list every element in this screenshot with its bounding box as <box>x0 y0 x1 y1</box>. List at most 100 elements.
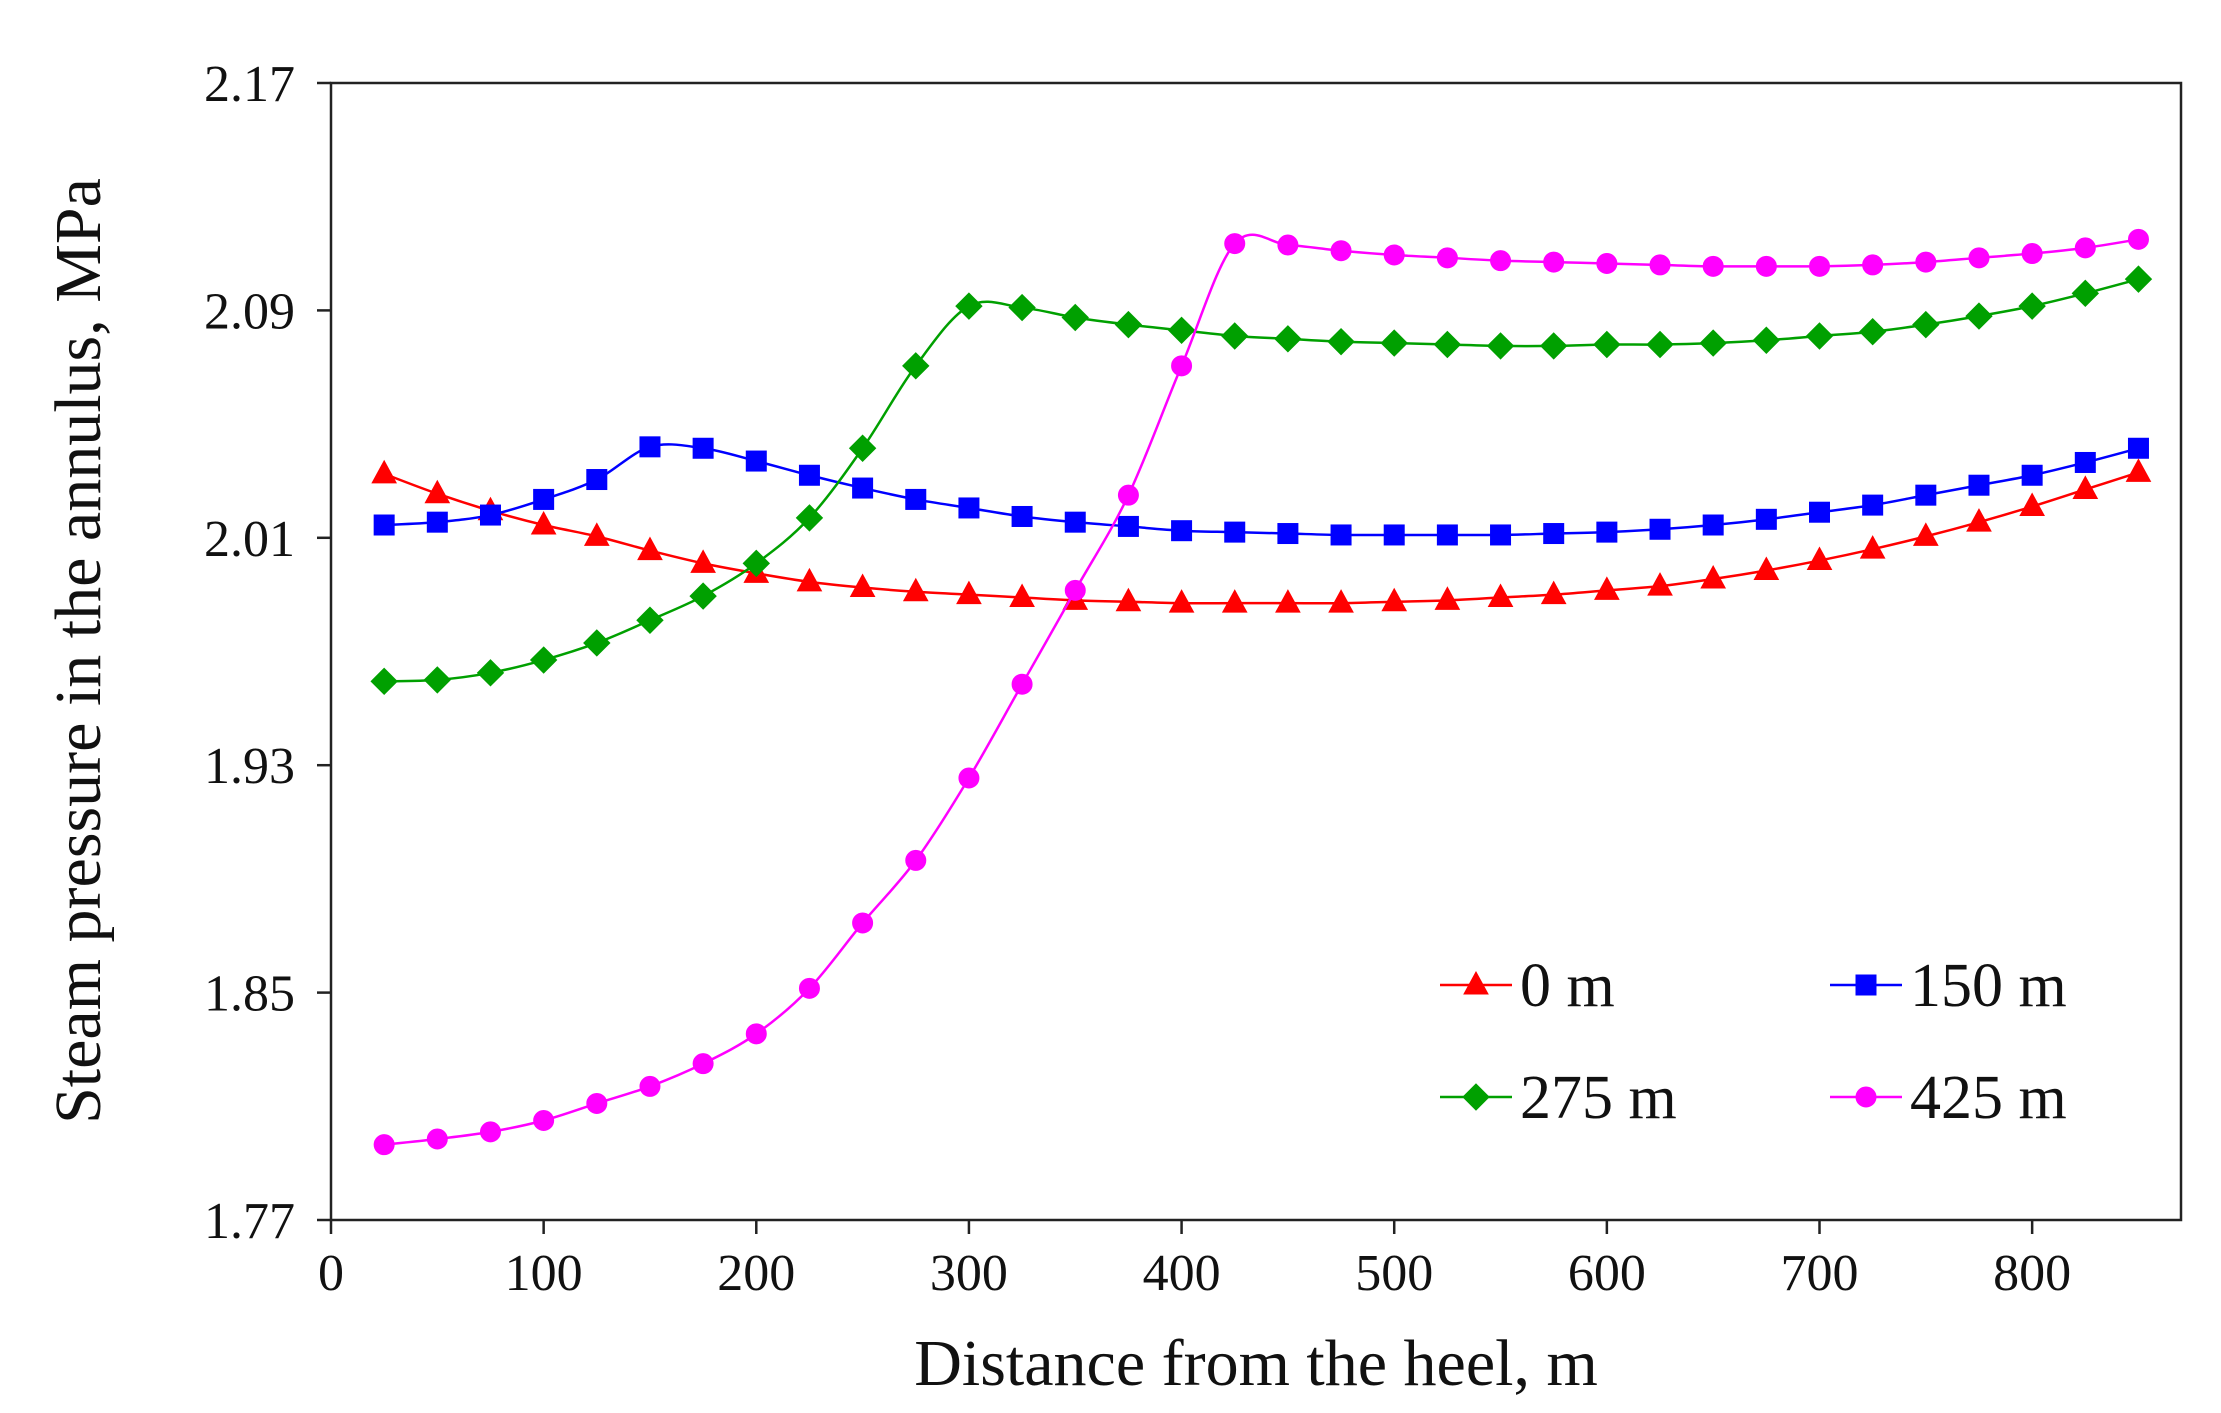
data-point <box>902 352 930 380</box>
data-point <box>1011 673 1033 695</box>
legend-item: 425 m <box>1830 1064 2067 1132</box>
data-point <box>426 1128 448 1150</box>
data-point <box>1009 583 1035 607</box>
data-point <box>1912 522 1939 546</box>
data-point <box>690 549 716 573</box>
x-tick-label: 200 <box>717 1245 795 1302</box>
data-point <box>692 437 714 459</box>
x-tick-label: 100 <box>505 1245 583 1302</box>
data-point <box>1487 583 1514 607</box>
x-tick-label: 300 <box>930 1245 1008 1302</box>
data-point <box>798 977 820 999</box>
data-point <box>1540 580 1567 605</box>
data-point <box>1221 589 1248 613</box>
series-layer <box>370 228 2153 1156</box>
data-point <box>2071 279 2100 308</box>
data-point <box>1327 327 1355 356</box>
data-point <box>1168 589 1195 613</box>
data-point <box>1755 508 1777 530</box>
data-point <box>848 434 877 462</box>
series-0-m <box>371 458 2152 613</box>
data-point <box>586 1092 608 1114</box>
x-axis-title: Distance from the heel, m <box>914 1327 1598 1400</box>
legend-label: 425 m <box>1910 1064 2067 1132</box>
data-point <box>1436 247 1458 269</box>
data-point <box>1171 355 1193 377</box>
data-point <box>955 292 983 320</box>
data-point <box>1433 330 1462 359</box>
data-point <box>1806 546 1833 571</box>
data-point <box>639 436 661 458</box>
data-point <box>1966 508 1992 532</box>
data-point <box>1649 518 1671 540</box>
data-point <box>796 567 823 592</box>
data-point <box>533 488 555 510</box>
data-point <box>1330 524 1352 546</box>
data-point <box>2125 458 2152 482</box>
x-tick-label: 500 <box>1355 1245 1433 1302</box>
data-point <box>1965 302 1993 330</box>
data-point <box>1859 535 1886 559</box>
data-point <box>689 582 717 610</box>
series-425-m <box>373 228 2149 1156</box>
data-point <box>745 1023 767 1045</box>
data-point <box>583 522 610 546</box>
data-point <box>1543 251 1565 273</box>
data-point <box>2018 292 2046 320</box>
data-point <box>1277 234 1299 256</box>
data-point <box>745 450 767 472</box>
legend-label: 275 m <box>1520 1064 1677 1132</box>
y-tick-label: 1.85 <box>204 966 295 1023</box>
data-point <box>905 849 927 871</box>
data-point <box>1809 255 1831 277</box>
data-point <box>1752 326 1781 354</box>
y-tick-label: 1.93 <box>204 738 295 795</box>
data-point <box>798 464 820 486</box>
data-point <box>636 606 664 634</box>
data-point <box>1753 556 1780 580</box>
data-point <box>476 659 505 687</box>
data-point <box>2072 475 2099 499</box>
data-point <box>637 536 663 561</box>
data-point <box>1380 329 1408 357</box>
data-point <box>1539 332 1568 360</box>
data-point <box>2019 492 2045 517</box>
legend-label: 150 m <box>1910 952 2067 1020</box>
data-point <box>373 1134 395 1156</box>
data-point <box>2124 265 2153 293</box>
x-tick-label: 800 <box>1993 1245 2071 1302</box>
data-point <box>958 767 980 789</box>
data-point <box>1277 523 1299 545</box>
data-point <box>1490 524 1512 546</box>
data-point <box>424 479 451 504</box>
data-point <box>2021 243 2043 265</box>
data-point <box>1117 484 1139 506</box>
data-point <box>1114 310 1143 339</box>
data-point <box>1436 524 1458 546</box>
data-point <box>1858 318 1887 346</box>
data-point <box>1064 511 1086 533</box>
data-point <box>1486 332 1515 360</box>
data-point <box>1594 576 1620 600</box>
data-point <box>1490 250 1512 272</box>
data-point <box>1596 252 1618 274</box>
data-point <box>371 459 398 484</box>
data-point <box>1755 255 1777 277</box>
data-point <box>956 580 982 605</box>
data-point <box>1702 514 1724 536</box>
data-point <box>639 1075 661 1097</box>
data-point <box>529 646 558 674</box>
data-point <box>2127 228 2149 250</box>
data-point <box>1596 521 1618 543</box>
data-point <box>2074 451 2096 473</box>
y-axis-ticks: 1.77 1.85 1.93 2.01 2.09 2.17 <box>204 56 331 1250</box>
y-axis-title: Steam pressure in the annulus, MPa <box>42 178 115 1124</box>
data-point <box>849 573 876 598</box>
legend-item: 0 m <box>1440 952 1615 1020</box>
data-point <box>692 1053 714 1075</box>
data-point <box>530 510 557 535</box>
data-point <box>902 577 929 602</box>
y-tick-label: 2.01 <box>204 511 295 568</box>
data-point <box>1434 586 1461 610</box>
